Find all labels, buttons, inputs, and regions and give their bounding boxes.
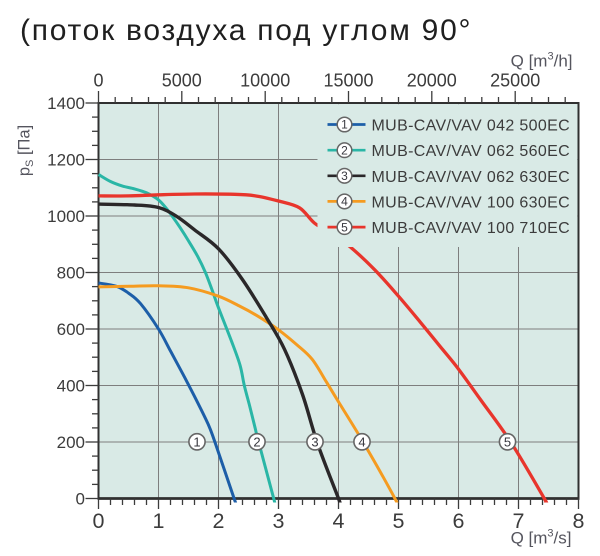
svg-text:1400: 1400 (47, 94, 85, 113)
svg-text:800: 800 (57, 264, 85, 283)
svg-text:2: 2 (341, 143, 348, 157)
svg-text:MUB-CAV/VAV 100 630EC: MUB-CAV/VAV 100 630EC (372, 194, 571, 211)
svg-text:5: 5 (341, 220, 348, 234)
svg-text:1: 1 (341, 118, 348, 132)
svg-text:MUB-CAV/VAV 062 560EC: MUB-CAV/VAV 062 560EC (372, 143, 571, 160)
svg-text:1200: 1200 (47, 151, 85, 170)
svg-text:6: 6 (453, 509, 465, 533)
svg-text:400: 400 (57, 377, 85, 396)
svg-text:2: 2 (253, 435, 260, 450)
svg-text:0: 0 (76, 490, 85, 509)
svg-text:0: 0 (93, 71, 103, 91)
svg-text:2: 2 (213, 509, 225, 533)
svg-text:5: 5 (393, 509, 405, 533)
svg-text:600: 600 (57, 320, 85, 339)
svg-text:7: 7 (513, 509, 525, 533)
svg-text:1000: 1000 (47, 207, 85, 226)
svg-text:MUB-CAV/VAV 100 710EC: MUB-CAV/VAV 100 710EC (372, 220, 571, 237)
svg-text:0: 0 (93, 509, 105, 533)
svg-text:10000: 10000 (240, 71, 290, 91)
svg-text:3: 3 (273, 509, 285, 533)
svg-text:MUB-CAV/VAV 062 630EC: MUB-CAV/VAV 062 630EC (372, 169, 571, 186)
svg-text:pS [Па]: pS [Па] (16, 125, 37, 176)
svg-text:200: 200 (57, 433, 85, 452)
svg-text:4: 4 (341, 195, 348, 209)
svg-text:Q [m3/s]: Q [m3/s] (511, 527, 572, 547)
svg-text:1: 1 (193, 435, 200, 450)
svg-text:5: 5 (504, 435, 511, 450)
svg-text:MUB-CAV/VAV 042 500EC: MUB-CAV/VAV 042 500EC (372, 118, 571, 135)
svg-text:1: 1 (153, 509, 165, 533)
svg-text:15000: 15000 (323, 71, 373, 91)
svg-text:3: 3 (311, 435, 318, 450)
svg-text:4: 4 (333, 509, 345, 533)
svg-text:Q [m3/h]: Q [m3/h] (511, 50, 573, 70)
svg-text:20000: 20000 (407, 71, 457, 91)
svg-text:3: 3 (341, 169, 348, 183)
svg-text:25000: 25000 (490, 71, 540, 91)
svg-text:4: 4 (358, 435, 365, 450)
svg-text:5000: 5000 (162, 71, 202, 91)
svg-text:8: 8 (573, 509, 585, 533)
